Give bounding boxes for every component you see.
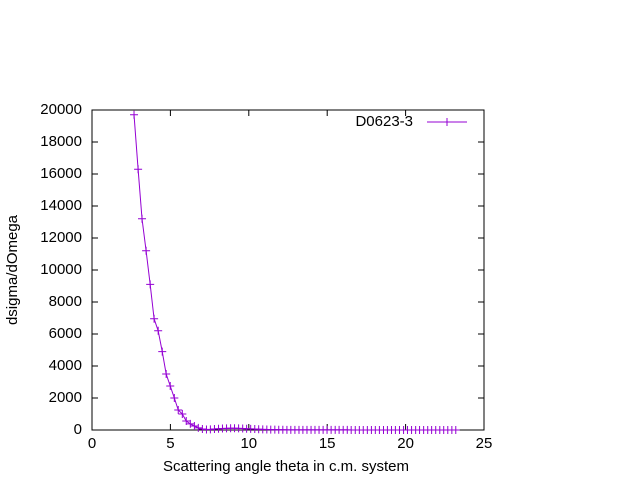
point xyxy=(154,326,163,335)
x-tick-label: 0 xyxy=(88,435,96,452)
y-tick-label: 14000 xyxy=(40,197,82,214)
x-tick-label: 15 xyxy=(319,435,336,452)
point xyxy=(194,423,203,432)
y-axis-label: dsigma/dOmega xyxy=(4,214,21,325)
y-tick-label: 6000 xyxy=(49,325,82,342)
point xyxy=(182,417,191,426)
point xyxy=(166,382,175,390)
y-tick-label: 8000 xyxy=(49,293,82,310)
x-tick-label: 10 xyxy=(240,435,257,452)
x-tick-label: 20 xyxy=(397,435,414,452)
point xyxy=(146,280,155,289)
x-tick-label: 25 xyxy=(476,435,493,452)
point xyxy=(134,165,143,174)
series-line xyxy=(133,114,456,431)
y-tick-label: 18000 xyxy=(40,133,82,150)
y-tick-label: 0 xyxy=(74,421,82,438)
x-axis-label: Scattering angle theta in c.m. system xyxy=(163,458,409,475)
point xyxy=(138,214,147,223)
point xyxy=(451,425,460,434)
y-tick-label: 2000 xyxy=(49,389,82,406)
legend-marker xyxy=(443,118,451,126)
point xyxy=(150,314,159,323)
y-tick-label: 4000 xyxy=(49,357,82,374)
legend-label: D0623-3 xyxy=(355,113,413,130)
point xyxy=(174,406,183,414)
point xyxy=(142,246,151,255)
plot-border xyxy=(91,109,485,431)
y-tick-label: 10000 xyxy=(40,261,82,278)
point xyxy=(178,410,187,418)
x-tick-label: 5 xyxy=(166,435,174,452)
y-tick-label: 12000 xyxy=(40,229,82,246)
point xyxy=(158,347,167,356)
point xyxy=(186,419,195,428)
point xyxy=(130,110,139,119)
point xyxy=(190,422,199,430)
point xyxy=(170,394,179,402)
point xyxy=(162,370,171,378)
y-tick-label: 20000 xyxy=(40,101,82,118)
y-tick-label: 16000 xyxy=(40,165,82,182)
